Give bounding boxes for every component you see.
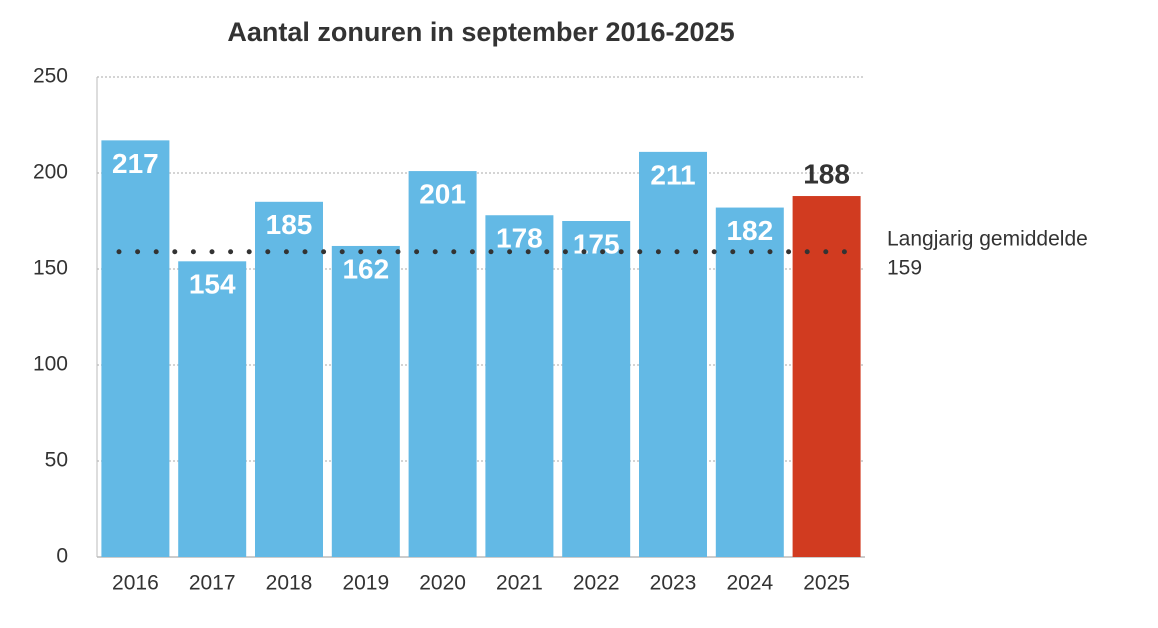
bar (639, 151, 707, 557)
bar (485, 215, 554, 558)
bar (101, 140, 170, 558)
value-label: 162 (342, 253, 389, 284)
value-label: 217 (112, 148, 159, 179)
x-tick-label: 2016 (112, 572, 159, 595)
x-tick-label: 2024 (726, 572, 773, 595)
reference-label: Langjarig gemiddelde (887, 228, 1088, 251)
bar (562, 221, 631, 557)
x-tick-label: 2022 (573, 572, 620, 595)
x-tick-label: 2017 (189, 572, 236, 595)
x-tick-label: 2018 (266, 572, 313, 595)
y-tick-label: 0 (56, 545, 68, 568)
y-tick-label: 250 (33, 65, 68, 88)
value-label: 182 (726, 215, 773, 246)
bar (792, 196, 861, 558)
x-tick-label: 2019 (342, 572, 389, 595)
y-tick-label: 200 (33, 161, 68, 184)
bar (331, 245, 400, 557)
x-tick-label: 2023 (650, 572, 697, 595)
bar (408, 171, 477, 557)
value-label: 211 (650, 159, 695, 190)
value-label: 178 (496, 223, 543, 254)
value-label: 175 (573, 228, 620, 259)
bar (715, 207, 784, 557)
value-label: 188 (803, 158, 850, 189)
value-label: 201 (419, 178, 466, 209)
x-tick-label: 2020 (419, 572, 466, 595)
x-tick-label: 2021 (496, 572, 543, 595)
y-tick-label: 100 (33, 353, 68, 376)
bar (255, 201, 323, 558)
value-label: 185 (266, 209, 313, 240)
value-label: 154 (189, 269, 236, 300)
chart-title: Aantal zonuren in september 2016-2025 (227, 17, 734, 47)
reference-value: 159 (887, 257, 922, 280)
bar (178, 261, 247, 557)
y-tick-label: 50 (45, 449, 68, 472)
y-tick-label: 150 (33, 257, 68, 280)
x-tick-label: 2025 (803, 572, 850, 595)
